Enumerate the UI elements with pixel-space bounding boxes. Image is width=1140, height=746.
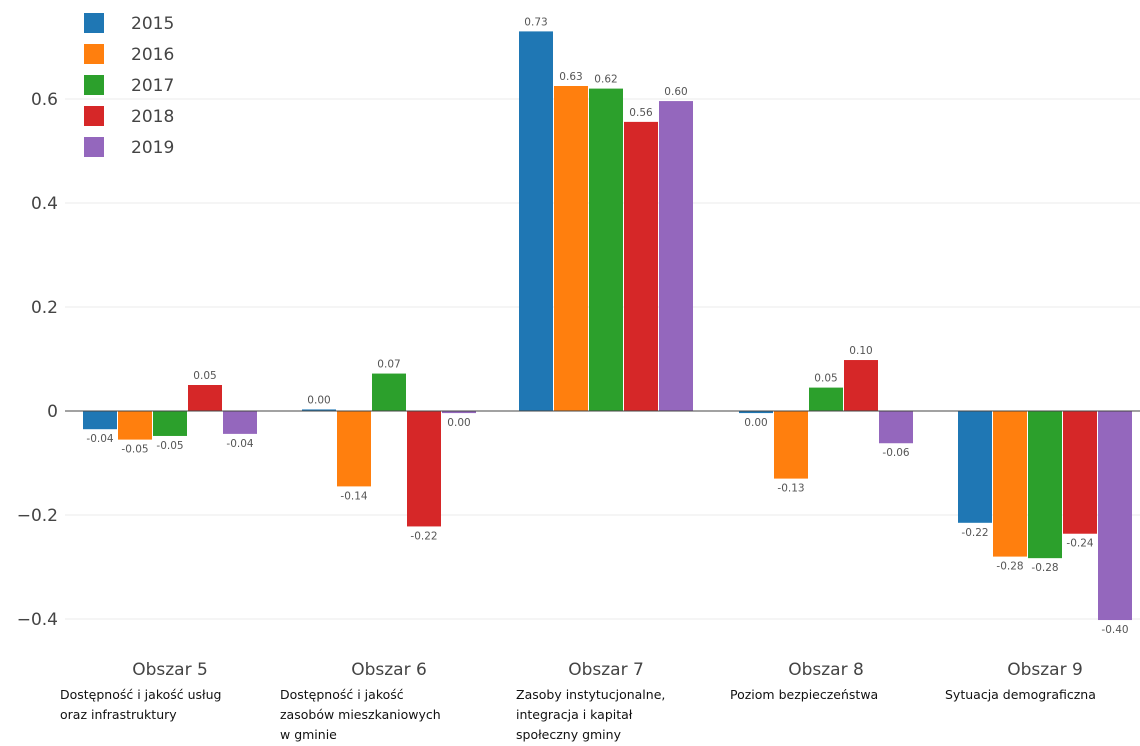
bar-value-label: -0.13 (777, 483, 804, 495)
bar (519, 31, 553, 412)
category-title: Obszar 5 (132, 660, 208, 680)
category-description: w gminie (280, 727, 337, 742)
bar (659, 101, 693, 411)
category-description: społeczny gminy (516, 727, 622, 742)
bar-value-label: 0.60 (664, 86, 687, 98)
y-tick-label: 0.6 (31, 90, 58, 110)
category-description: Dostępność i jakość usług (60, 687, 221, 702)
bar-value-label: -0.24 (1066, 538, 1093, 550)
bar (993, 411, 1027, 557)
bar-value-label: -0.40 (1101, 624, 1128, 636)
y-tick-label: −0.4 (17, 610, 58, 630)
bar (442, 411, 476, 414)
bar-value-label: -0.04 (226, 438, 253, 450)
category-title: Obszar 7 (568, 660, 644, 680)
bar-value-label: 0.73 (524, 16, 547, 28)
category-title: Obszar 9 (1007, 660, 1083, 680)
legend-label: 2015 (131, 14, 174, 34)
y-tick-label: 0.2 (31, 298, 58, 318)
legend-swatch (84, 13, 104, 33)
bar (372, 373, 406, 411)
bar (1098, 411, 1132, 621)
bar-value-label: -0.04 (86, 433, 113, 445)
bar (879, 411, 913, 444)
legend-swatch (84, 137, 104, 157)
category-title: Obszar 8 (788, 660, 864, 680)
legend-label: 2016 (131, 45, 174, 65)
bar (958, 411, 992, 523)
bar (774, 411, 808, 479)
bar (83, 411, 117, 430)
bars (83, 31, 1132, 621)
category-description: oraz infrastruktury (60, 707, 177, 722)
bar (739, 411, 773, 414)
category-title: Obszar 6 (351, 660, 427, 680)
bar (407, 411, 441, 527)
category-description: Poziom bezpieczeństwa (730, 687, 878, 702)
legend-label: 2018 (131, 107, 174, 127)
y-tick-label: 0.4 (31, 194, 58, 214)
category-description: Zasoby instytucjonalne, (516, 687, 665, 702)
bar (337, 411, 371, 487)
bar-value-label: 0.00 (447, 417, 470, 429)
bar-value-label: 0.10 (849, 345, 872, 357)
bar-value-label: 0.07 (377, 359, 400, 371)
category-description: Sytuacja demograficzna (945, 687, 1096, 702)
bar (302, 409, 336, 411)
y-tick-label: −0.2 (17, 506, 58, 526)
bar-value-label: -0.05 (156, 440, 183, 452)
legend-swatch (84, 44, 104, 64)
bar-value-label: 0.56 (629, 107, 653, 119)
category-description: integracja i kapitał (516, 707, 633, 722)
bar (223, 411, 257, 434)
bar (624, 121, 658, 411)
bar (188, 385, 222, 411)
bar (589, 88, 623, 411)
category-description: zasobów mieszkaniowych (280, 707, 441, 722)
bar-value-label: -0.28 (996, 561, 1023, 573)
y-axis-ticks: −0.4 −0.2 0 0.2 0.4 0.6 (17, 90, 58, 630)
bar-value-label: 0.62 (594, 74, 617, 86)
bar-value-label: -0.28 (1031, 562, 1058, 574)
bar-value-label: -0.22 (410, 530, 437, 542)
legend-label: 2017 (131, 76, 174, 96)
bar-value-label: 0.05 (814, 373, 837, 385)
bar (1063, 411, 1097, 534)
bar (1028, 411, 1062, 559)
bar (554, 86, 588, 411)
legend-label: 2019 (131, 138, 174, 158)
x-axis-categories: Obszar 5 Dostępność i jakość usług oraz in… (60, 660, 1096, 742)
bar-value-label: 0.63 (559, 71, 582, 83)
legend-swatch (84, 106, 104, 126)
bar-value-label: 0.00 (744, 417, 767, 429)
bar-value-label: 0.05 (193, 370, 216, 382)
legend-swatch (84, 75, 104, 95)
bar (153, 411, 187, 436)
bar-value-label: 0.00 (307, 394, 330, 406)
bar-value-label: -0.06 (882, 447, 909, 459)
bar-value-label: -0.14 (340, 490, 367, 502)
legend: 2015 2016 2017 2018 2019 (84, 13, 174, 158)
bar (809, 387, 843, 411)
bar-value-label: -0.05 (121, 444, 148, 456)
bar (844, 360, 878, 411)
bar-value-labels: -0.04 -0.05 -0.05 0.05 -0.04 0.00 -0.14 0.07 -0.… (86, 16, 1128, 636)
bar (118, 411, 152, 440)
category-description: Dostępność i jakość (280, 687, 404, 702)
bar-value-label: -0.22 (961, 527, 988, 539)
y-tick-label: 0 (47, 402, 58, 422)
